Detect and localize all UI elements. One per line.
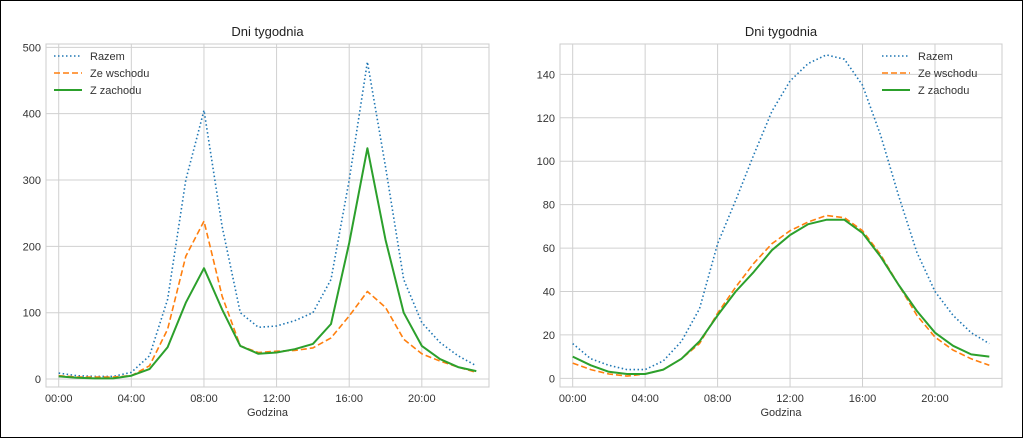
- chart-right: 00:00 04:00 08:00 12:00 16:00 20:00 0 20 40 60 80 1…: [537, 24, 1003, 419]
- plot-area-left: [45, 43, 490, 388]
- chart-title-left: Dni tygodnia: [231, 24, 304, 39]
- ticks-left: 00:00 04:00 08:00 12:00 16:00 20:00 0 100 200 300…: [23, 42, 436, 405]
- y-tick-label: 0: [549, 373, 555, 385]
- y-tick-label: 100: [537, 156, 555, 168]
- y-tick-label: 0: [35, 374, 41, 386]
- y-tick-label: 500: [23, 42, 41, 54]
- legend-label: Razem: [90, 51, 125, 63]
- legend-left: Razem Ze wschodu Z zachodu: [54, 51, 149, 97]
- chart-title-right: Dni tygodnia: [745, 24, 818, 39]
- x-tick-label: 20:00: [921, 393, 949, 405]
- y-tick-label: 120: [537, 113, 555, 125]
- series-lines-right: [572, 54, 990, 377]
- series-line-z-zachodu: [572, 218, 990, 375]
- chart-left: 00:00 04:00 08:00 12:00 16:00 20:00 0 100 200 300…: [23, 24, 490, 419]
- x-tick-label: 08:00: [704, 393, 732, 405]
- legend-label: Z zachodu: [918, 85, 969, 97]
- x-tick-label: 00:00: [45, 393, 73, 405]
- x-tick-label: 08:00: [190, 393, 218, 405]
- y-tick-label: 40: [543, 286, 555, 298]
- x-tick-label: 00:00: [559, 393, 587, 405]
- x-tick-label: 12:00: [263, 393, 291, 405]
- x-tick-label: 04:00: [631, 393, 659, 405]
- y-tick-label: 300: [23, 175, 41, 187]
- y-tick-label: 400: [23, 109, 41, 121]
- x-tick-label: 16:00: [849, 393, 877, 405]
- x-tick-label: 16:00: [335, 393, 363, 405]
- series-lines-left: [58, 61, 477, 380]
- x-axis-label-right: Godzina: [761, 407, 803, 419]
- y-tick-label: 20: [543, 330, 555, 342]
- y-tick-label: 200: [23, 241, 41, 253]
- series-line-z-zachodu: [58, 147, 477, 380]
- grid-right: [560, 44, 1002, 387]
- legend-right: Razem Ze wschodu Z zachodu: [882, 51, 977, 97]
- series-line-razem: [572, 54, 990, 371]
- series-line-ze-wschodu: [58, 220, 477, 378]
- x-tick-label: 04:00: [118, 393, 146, 405]
- y-tick-label: 100: [23, 308, 41, 320]
- series-line-ze-wschodu: [572, 214, 990, 377]
- y-tick-label: 60: [543, 243, 555, 255]
- x-axis-label-left: Godzina: [247, 407, 289, 419]
- legend-label: Razem: [918, 51, 953, 63]
- y-tick-label: 140: [537, 69, 555, 81]
- grid-left: [46, 44, 489, 387]
- ticks-right: 00:00 04:00 08:00 12:00 16:00 20:00 0 20 40 60 80 1…: [537, 69, 949, 405]
- legend-label: Ze wschodu: [90, 68, 149, 80]
- x-tick-label: 20:00: [408, 393, 436, 405]
- y-tick-label: 80: [543, 200, 555, 212]
- legend-label: Z zachodu: [90, 85, 141, 97]
- legend-label: Ze wschodu: [918, 68, 977, 80]
- x-tick-label: 12:00: [776, 393, 804, 405]
